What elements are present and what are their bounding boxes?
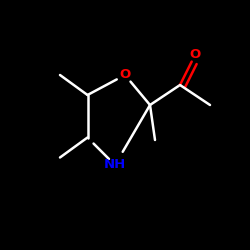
Text: NH: NH xyxy=(104,158,126,172)
Text: O: O xyxy=(120,68,130,82)
Text: O: O xyxy=(190,48,200,62)
